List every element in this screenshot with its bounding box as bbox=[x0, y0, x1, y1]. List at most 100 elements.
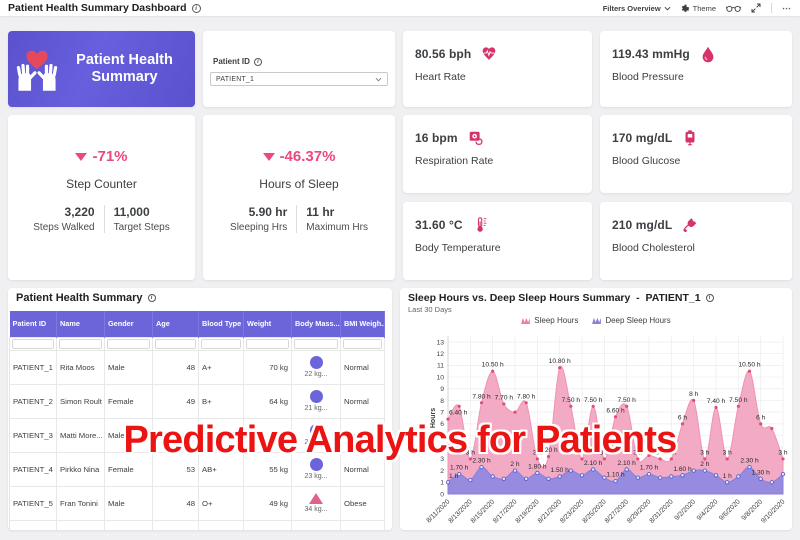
table-cell-bmi_status: Obese bbox=[340, 485, 385, 521]
metric-card-blood-cholesterol: 210 mg/dL Blood Cholesterol bbox=[600, 202, 792, 280]
target-steps-label: Target Steps bbox=[113, 222, 170, 233]
sleep-hours-point bbox=[591, 404, 595, 408]
theme-button[interactable]: Theme bbox=[681, 4, 716, 13]
patient-id-label: Patient ID bbox=[213, 57, 250, 66]
more-options-button[interactable]: ⋯ bbox=[782, 2, 792, 13]
target-steps-value: 11,000 bbox=[113, 205, 150, 219]
patient-id-card: Patient ID i PATIENT_1 bbox=[203, 31, 395, 107]
table-cell-blood_type: B+ bbox=[198, 383, 244, 419]
sleep-hours-point bbox=[747, 369, 752, 373]
table-filter-cell bbox=[56, 336, 105, 351]
steps-walked-label: Steps Walked bbox=[33, 222, 95, 233]
body-mass-indicator: 21 kg... bbox=[295, 390, 337, 412]
sleep-hours-point-label: 3 h bbox=[600, 449, 609, 456]
body-mass-label: 21 kg... bbox=[304, 405, 328, 412]
table-column-header[interactable]: Name bbox=[56, 311, 105, 337]
sleep-hours-point-label: 3.30 h bbox=[640, 446, 659, 453]
deep-sleep-hours-point-label: 1 h bbox=[449, 473, 458, 480]
gear-icon bbox=[681, 4, 689, 12]
table-column-header[interactable]: BMI Weigh... bbox=[340, 311, 385, 337]
select-chevron-icon bbox=[375, 77, 382, 81]
table-cell-weight: 62 kg bbox=[243, 417, 292, 453]
deep-sleep-hours-point bbox=[457, 471, 462, 477]
legend-item-sleep-hours[interactable]: Sleep Hours bbox=[521, 316, 578, 325]
sleep-hours-point bbox=[692, 398, 696, 403]
table-column-header[interactable]: Age bbox=[152, 311, 199, 337]
table-cell-body_mass: 34 kg... bbox=[291, 485, 341, 521]
heart-rate-value: 80.56 bph bbox=[415, 47, 472, 61]
maximum-hrs-value: 11 hr bbox=[306, 205, 335, 219]
step-counter-card: -71% Step Counter 3,220 Steps Walked 11,… bbox=[8, 115, 195, 280]
sleep-hours-point-label: 3 h bbox=[723, 449, 732, 456]
filters-overview-button[interactable]: Filters Overview bbox=[603, 4, 671, 13]
body-mass-label: 22 kg... bbox=[304, 371, 328, 378]
bmi-circle-icon bbox=[309, 390, 323, 403]
table-cell-bmi_status: Normal bbox=[340, 383, 385, 419]
table-cell-patient_id: PATIENT_5 bbox=[9, 485, 57, 521]
x-tick-label: 9/6/2020 bbox=[718, 498, 742, 522]
dashboard-info-icon[interactable]: i bbox=[191, 3, 201, 13]
table-column-header[interactable]: Body Mass... bbox=[291, 311, 341, 337]
chart-info-icon[interactable]: i bbox=[705, 294, 714, 302]
step-counter-change: -71% bbox=[75, 148, 128, 165]
table-header-row: Patient ID Name Gender Age Blood Type Weight B… bbox=[9, 311, 385, 337]
sleep-hours-point bbox=[781, 457, 785, 461]
banner-title: Patient Health Summary bbox=[58, 52, 195, 87]
table-row[interactable]: PATIENT_3 Matti More... Male 48 O+ 62 kg 21 kg… bbox=[9, 417, 385, 453]
column-filter-input[interactable] bbox=[246, 338, 289, 349]
deep-sleep-hours-point bbox=[468, 477, 473, 483]
patient-id-select[interactable]: PATIENT_1 bbox=[210, 72, 388, 86]
chart-title-row: Sleep Hours vs. Deep Sleep Hours Summary… bbox=[408, 292, 714, 304]
table-row[interactable]: PATIENT_4 Pirkko Nina Female 53 AB+ 55 kg 23 k… bbox=[9, 451, 385, 487]
glasses-icon[interactable] bbox=[726, 4, 741, 13]
column-filter-input[interactable] bbox=[201, 338, 241, 349]
deep-sleep-hours-point-label: 2.30 h bbox=[472, 458, 491, 465]
table-cell-weight: 55 kg bbox=[243, 451, 292, 487]
dashboard-title-text: Patient Health Summary Dashboard bbox=[8, 2, 187, 14]
column-filter-input[interactable] bbox=[59, 338, 102, 349]
deep-sleep-hours-point bbox=[769, 480, 774, 485]
table-column-header[interactable]: Gender bbox=[104, 311, 153, 337]
sleep-hours-point bbox=[636, 457, 640, 461]
topbar-actions: Filters Overview Theme ⋯ bbox=[603, 3, 792, 14]
deep-sleep-hours-point-label: 2.30 h bbox=[740, 458, 759, 465]
hours-of-sleep-card: -46.37% Hours of Sleep 5.90 hr Sleeping … bbox=[203, 115, 395, 280]
table-cell-blood_type: AB+ bbox=[198, 451, 244, 487]
table-row[interactable]: PATIENT_2 Simon Roult Female 49 B+ 64 kg 21 kg… bbox=[9, 383, 385, 419]
body-mass-indicator: 21 kg... bbox=[295, 424, 337, 446]
table-column-header[interactable]: Blood Type bbox=[198, 311, 244, 337]
table-column-header[interactable]: Weight bbox=[243, 311, 292, 337]
table-row[interactable]: PATIENT_1 Rita Moos Male 48 A+ 70 kg 22 kg... N… bbox=[9, 349, 385, 385]
legend-item-deep-sleep-hours[interactable]: Deep Sleep Hours bbox=[592, 316, 671, 325]
sleep-hours-point bbox=[736, 404, 740, 408]
table-cell-patient_id: PATIENT_4 bbox=[9, 451, 57, 487]
sleep-hours-point-label: 3 h bbox=[656, 449, 665, 456]
table-cell-body_mass: 21 kg... bbox=[291, 383, 341, 419]
deep-sleep-hours-point bbox=[535, 470, 540, 476]
table-filter-cell bbox=[152, 336, 199, 351]
column-filter-input[interactable] bbox=[107, 338, 150, 349]
table-info-icon[interactable]: i bbox=[147, 294, 156, 302]
sleep-hours-point bbox=[479, 401, 484, 405]
column-filter-input[interactable] bbox=[294, 338, 338, 349]
patient-id-info-icon[interactable]: i bbox=[253, 57, 262, 66]
table-cell-empty bbox=[104, 519, 153, 530]
table-cell-empty bbox=[243, 519, 292, 530]
table-column-header[interactable]: Patient ID bbox=[9, 311, 57, 337]
table-cell-patient_id: PATIENT_3 bbox=[9, 417, 57, 453]
table-row[interactable]: PATIENT_5 Fran Tonini Male 48 O+ 49 kg 34 kg..… bbox=[9, 485, 385, 521]
y-tick-label: 5 bbox=[440, 433, 444, 440]
deep-sleep-hours-marker-icon bbox=[592, 317, 602, 324]
expand-icon[interactable] bbox=[751, 3, 761, 13]
body-mass-indicator: 23 kg... bbox=[295, 458, 337, 480]
table-cell-blood_type: A+ bbox=[198, 349, 244, 385]
table-cell-weight: 64 kg bbox=[243, 383, 292, 419]
dashboard-title: Patient Health Summary Dashboard i bbox=[8, 2, 201, 14]
hours-of-sleep-change: -46.37% bbox=[262, 148, 335, 165]
column-filter-input[interactable] bbox=[343, 338, 382, 349]
table-cell-age: 48 bbox=[152, 349, 199, 385]
patient-table: Patient ID Name Gender Age Blood Type Weight B… bbox=[9, 311, 385, 530]
column-filter-input[interactable] bbox=[155, 338, 196, 349]
column-filter-input[interactable] bbox=[12, 338, 54, 349]
patient-id-label-row: Patient ID i bbox=[210, 57, 388, 66]
